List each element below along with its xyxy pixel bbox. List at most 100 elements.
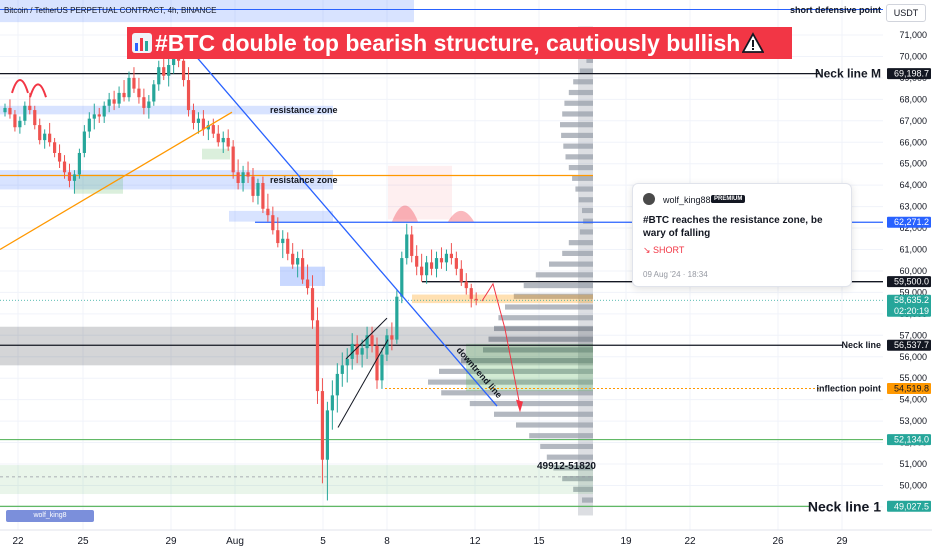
candle-body	[8, 107, 12, 115]
price-tick-label: 59,000	[899, 287, 927, 297]
candle-body	[186, 80, 191, 111]
candle-body	[38, 125, 42, 141]
price-label-bg	[887, 276, 931, 288]
candle-body	[474, 298, 478, 301]
date-tick-label: Aug	[226, 536, 244, 547]
candle-body	[142, 97, 146, 108]
currency-selector[interactable]: USDT	[886, 4, 926, 22]
candle-body	[216, 133, 220, 143]
candle-body	[221, 137, 225, 143]
candle-body	[340, 365, 344, 374]
price-label-bg	[887, 383, 931, 395]
date-tick-label: 22	[684, 536, 696, 547]
candle-body	[315, 320, 320, 392]
candle-body	[360, 348, 364, 355]
entry-zone-orange	[412, 294, 593, 304]
price-label: 52,134.0	[894, 435, 929, 445]
volume-profile-bar	[561, 132, 593, 139]
volume-profile-bar	[582, 207, 593, 214]
volume-profile-bar	[546, 454, 593, 460]
candle-body	[127, 77, 131, 98]
candle-body	[310, 288, 315, 321]
candle-body	[291, 253, 295, 265]
candle-body	[454, 258, 458, 269]
date-tick-label: 12	[469, 536, 481, 547]
top-arc-3	[11, 79, 29, 94]
price-tick-label: 70,000	[899, 51, 927, 61]
candle-body	[53, 142, 57, 153]
price-tick-label: 60,000	[899, 266, 927, 276]
candle-body	[132, 77, 136, 89]
watermark-badge: wolf_king8	[6, 510, 94, 522]
candle-body	[266, 208, 270, 216]
candle-body	[72, 174, 77, 181]
price-tick-label: 57,000	[899, 330, 927, 340]
volume-profile-bar	[549, 261, 593, 267]
candle-body	[62, 161, 67, 173]
price-label-bg	[887, 294, 931, 317]
volume-profile-bar	[553, 465, 593, 471]
volume-profile-bar	[568, 89, 593, 96]
candle-body	[28, 105, 32, 111]
date-tick-label: 22	[12, 536, 24, 547]
author-avatar	[643, 193, 655, 205]
candle-body	[276, 230, 280, 244]
top-blue-zone	[0, 0, 414, 23]
candle-body	[469, 288, 473, 299]
symbol-title: Bitcoin / TetherUS PERPETUAL CONTRACT, 4…	[4, 6, 217, 15]
volume-profile-bar	[513, 293, 593, 299]
date-tick-label: 5	[320, 536, 326, 547]
comment-date: 09 Aug '24 · 18:34	[643, 270, 708, 279]
candle-body	[112, 99, 116, 104]
candle-body	[246, 172, 250, 177]
candle-body	[325, 410, 329, 460]
date-tick-label: 15	[533, 536, 545, 547]
volume-profile-bar	[529, 433, 593, 439]
neck-zone-gray	[0, 326, 593, 366]
candle-body	[57, 152, 62, 162]
price-tick-label: 50,000	[899, 480, 927, 490]
candle-body	[434, 258, 439, 269]
support-zone-green	[0, 465, 593, 495]
comment-message: #BTC reaches the resistance zone, be war…	[643, 215, 823, 239]
warning-emoji-icon	[742, 32, 765, 53]
countdown-label: 02:20:19	[894, 306, 929, 316]
candle-body	[152, 84, 156, 102]
volume-profile-bar	[578, 197, 593, 203]
candle-body	[305, 279, 310, 289]
candle-body	[464, 281, 468, 289]
price-label: 56,537.7	[894, 340, 929, 350]
candle-body	[97, 114, 101, 117]
price-label: 58,635.2	[894, 295, 929, 305]
candle-body	[355, 343, 359, 355]
price-label: 54,519.8	[894, 384, 929, 394]
volume-profile-bar	[562, 476, 593, 482]
volume-profile-bar	[428, 379, 593, 385]
author-name[interactable]: wolf_king888	[663, 195, 716, 205]
volume-profile-bar	[586, 57, 593, 63]
price-tick-label: 71,000	[899, 30, 927, 40]
candle-body	[256, 183, 260, 196]
candle-body	[147, 101, 151, 108]
volume-profile-bar	[572, 175, 593, 181]
premium-badge: PREMIUM	[711, 195, 746, 203]
price-tick-label: 61,000	[899, 245, 927, 255]
idea-comment-card[interactable]: wolf_king888 PREMIUM #BTC reaches the re…	[632, 183, 852, 287]
candle-body	[181, 60, 186, 81]
candle-body	[236, 172, 240, 184]
zone-range-label: 49912-51820	[537, 461, 596, 472]
candle-body	[167, 65, 171, 76]
level-name: short defensive point	[790, 5, 881, 15]
candle-body	[77, 152, 81, 175]
top-arc-2	[448, 210, 474, 222]
volume-profile-bar	[575, 186, 593, 192]
projection-path	[481, 282, 521, 407]
candle-body	[380, 354, 384, 381]
candle-body	[241, 172, 245, 184]
orange-uptrend-line	[0, 111, 233, 251]
zone-label: resistance zone	[270, 175, 338, 185]
candle-body	[301, 258, 305, 280]
date-tick-label: 29	[836, 536, 848, 547]
volume-profile-bar	[583, 218, 593, 224]
wedge-upper-line	[345, 317, 388, 360]
